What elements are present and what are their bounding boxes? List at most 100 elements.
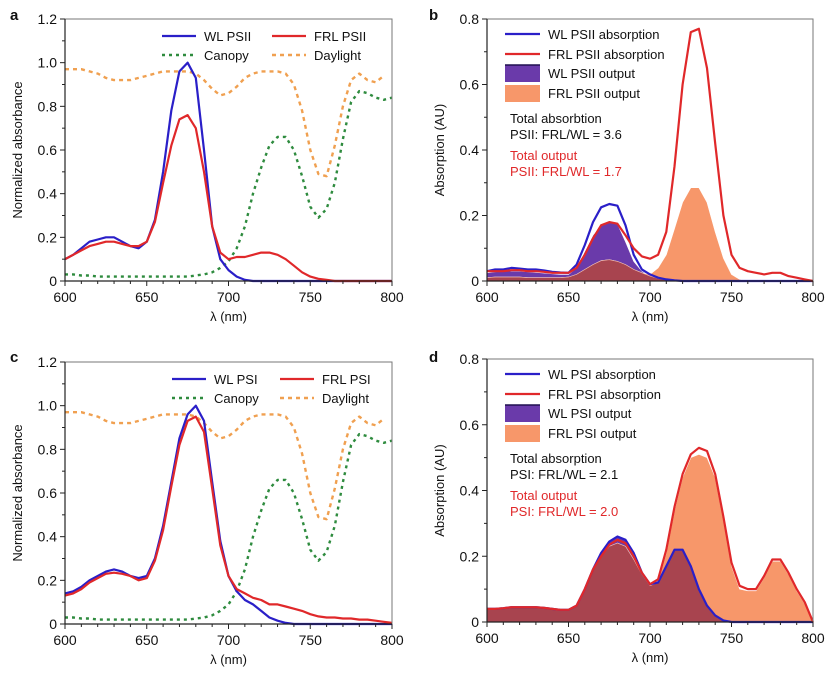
y-tick-label: 0.4: [460, 142, 480, 158]
legend-item: FRL PSI: [280, 372, 371, 387]
legend-label: WL PSI: [214, 372, 258, 387]
panel-a: 600 650 700 750 800 0 0.2 0.4 0.6 0.8 1.0 1.2 λ (nm)…: [10, 11, 404, 324]
x-tick-label: 600: [475, 630, 499, 646]
x-tick-label: 800: [380, 289, 404, 305]
legend-label: FRL PSII output: [548, 86, 640, 101]
y-tick-label: 1.2: [38, 11, 58, 27]
x-tick-label: 700: [638, 289, 662, 305]
legend-label: FRL PSI absorption: [548, 387, 661, 402]
panel-letter-c: c: [10, 349, 18, 366]
x-tick-label: 650: [557, 289, 581, 305]
panel-letter-d: d: [429, 349, 438, 366]
y-tick-label: 0.4: [38, 186, 58, 202]
legend-label: Canopy: [204, 48, 249, 63]
x-tick-label: 800: [801, 289, 825, 305]
legend-item: Canopy: [172, 391, 259, 406]
y-tick-label: 0.4: [38, 529, 58, 545]
x-tick-label: 800: [380, 632, 404, 648]
legend-swatch-frl_fill: [505, 85, 540, 102]
line-canopy: [65, 432, 393, 621]
y-tick-label: 0.6: [38, 142, 58, 158]
x-axis-label: λ (nm): [632, 309, 669, 324]
x-tick-label: 650: [557, 630, 581, 646]
x-tick-label: 650: [135, 289, 159, 305]
line-wl-psi: [64, 404, 392, 626]
y-tick-label: 0: [471, 273, 479, 289]
y-axis-label: Normalized absorbance: [10, 81, 25, 218]
panel-letter-b: b: [429, 7, 438, 24]
legend-item: Canopy: [162, 48, 249, 63]
line-frl-psi-absorption: [487, 446, 815, 623]
annotation-text: PSII: FRL/WL = 1.7: [510, 164, 622, 179]
y-tick-label: 0: [49, 616, 57, 632]
legend-item: WL PSI: [172, 372, 258, 387]
legend-swatch-wl_fill: [505, 65, 540, 82]
y-tick-label: 0.2: [460, 548, 480, 564]
legend-item: FRL PSII absorption: [505, 47, 665, 62]
x-tick-label: 600: [475, 289, 499, 305]
y-tick-label: 0.8: [38, 441, 58, 457]
y-tick-label: 0.4: [460, 483, 480, 499]
x-axis-label: λ (nm): [210, 309, 247, 324]
y-tick-label: 0: [471, 614, 479, 630]
panel-letter-a: a: [10, 7, 19, 24]
legend-label: WL PSI absorption: [548, 367, 656, 382]
legend-label: WL PSII: [204, 29, 251, 44]
legend-label: FRL PSII absorption: [548, 47, 665, 62]
x-tick-label: 800: [801, 630, 825, 646]
y-axis-label: Absorption (AU): [432, 104, 447, 196]
annotation-text: Total output: [510, 148, 578, 163]
panel-b: 600 650 700 750 800 0 0.2 0.4 0.6 0.8 λ (nm) Absorp…: [432, 11, 825, 324]
x-axis-label: λ (nm): [210, 652, 247, 667]
legend-label: Daylight: [322, 391, 369, 406]
legend-label: WL PSI output: [548, 406, 632, 421]
legend: WL PSII FRL PSII Canopy Daylight: [162, 29, 366, 63]
y-tick-label: 0.2: [460, 208, 480, 224]
legend-item: WL PSII output: [505, 64, 635, 82]
y-tick-label: 0.6: [460, 77, 480, 93]
line-daylight: [65, 411, 385, 521]
line-canopy: [65, 89, 393, 278]
legend-item: WL PSI absorption: [505, 367, 656, 382]
y-tick-label: 0.8: [460, 351, 480, 367]
legend: WL PSI FRL PSI Canopy Daylight: [172, 372, 371, 406]
legend-label: FRL PSI: [322, 372, 371, 387]
annotation-text: PSI: FRL/WL = 2.0: [510, 504, 618, 519]
legend-item: FRL PSII: [272, 29, 366, 44]
y-tick-label: 1.2: [38, 354, 58, 370]
line-wl-psii-absorption: [486, 202, 813, 283]
y-tick-label: 0.2: [38, 572, 58, 588]
legend-item: WL PSII absorption: [505, 27, 660, 42]
annotation-text: Total absorption: [510, 451, 602, 466]
y-tick-label: 0.8: [38, 98, 58, 114]
legend-swatch-frl_fill: [505, 425, 540, 442]
area-frl-psii-output: [486, 187, 813, 282]
annotation-text: PSI: FRL/WL = 2.1: [510, 467, 618, 482]
legend-label: FRL PSII: [314, 29, 366, 44]
legend-swatch-wl_fill: [505, 405, 540, 422]
panel-d: 600 650 700 750 800 0 0.2 0.4 0.6 0.8 λ (nm) Absorp…: [432, 351, 825, 665]
line-frl-psi: [64, 415, 393, 624]
x-tick-label: 600: [53, 289, 77, 305]
legend-label: Daylight: [314, 48, 361, 63]
x-tick-label: 750: [720, 289, 744, 305]
y-axis-label: Absorption (AU): [432, 444, 447, 536]
y-tick-label: 0.6: [460, 417, 480, 433]
x-tick-label: 750: [299, 289, 323, 305]
legend-label: WL PSII absorption: [548, 27, 660, 42]
legend: WL PSII output FRL PSII output WL PSII abs…: [505, 27, 665, 102]
line-wl-psii: [64, 61, 392, 283]
x-tick-label: 750: [720, 630, 744, 646]
x-tick-label: 600: [53, 632, 77, 648]
line-frl-psii: [64, 113, 392, 283]
y-tick-label: 1.0: [38, 55, 58, 71]
legend-label: WL PSII output: [548, 66, 635, 81]
legend-label: FRL PSI output: [548, 426, 637, 441]
x-tick-label: 750: [299, 632, 323, 648]
y-tick-label: 0.2: [38, 229, 58, 245]
legend-item: WL PSI output: [505, 404, 632, 422]
x-axis-label: λ (nm): [632, 650, 669, 665]
legend-item: FRL PSII output: [505, 85, 640, 102]
legend-label: Canopy: [214, 391, 259, 406]
line-daylight: [65, 67, 385, 178]
